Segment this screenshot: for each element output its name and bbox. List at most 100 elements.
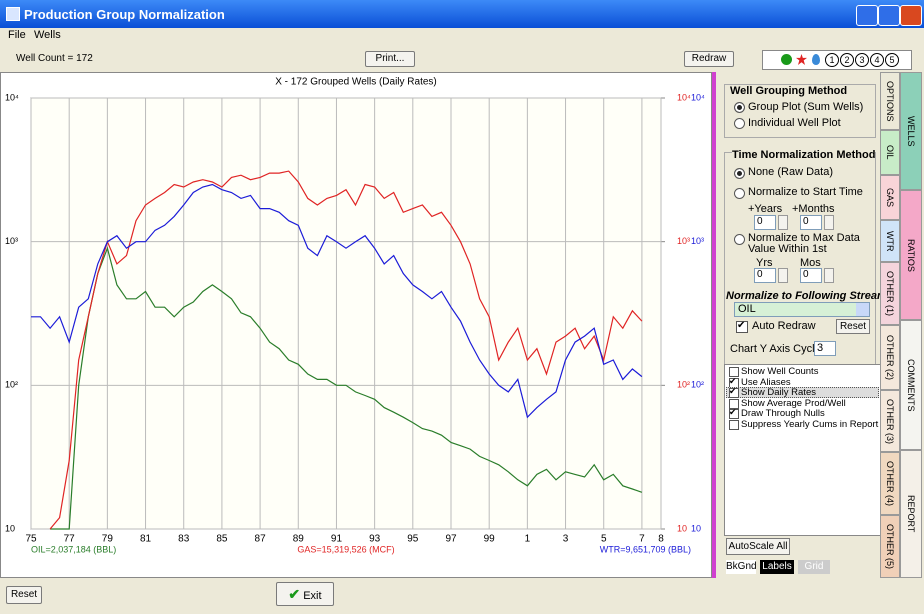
oil-icon[interactable] — [781, 54, 792, 65]
radio-button[interactable] — [734, 102, 745, 113]
tab[interactable]: WELLS — [900, 72, 922, 190]
checkbox[interactable] — [729, 388, 739, 398]
tab[interactable]: OIL — [880, 130, 900, 175]
spin-box[interactable]: 0 — [754, 268, 776, 283]
checkbox[interactable] — [736, 321, 748, 333]
stream-button[interactable]: 4 — [870, 53, 884, 67]
spin-box[interactable]: 0 — [800, 268, 822, 283]
radio-button[interactable] — [734, 234, 745, 245]
autoscale-button[interactable]: AutoScale All — [726, 538, 790, 555]
x-tick-label: 1 — [525, 534, 531, 545]
checkbox[interactable] — [729, 398, 739, 409]
close-button[interactable] — [900, 5, 922, 26]
checkbox[interactable] — [729, 367, 739, 377]
tab[interactable]: OTHER (5) — [880, 515, 900, 578]
tab[interactable]: WTR — [880, 220, 900, 262]
spin-caption: +Years — [748, 203, 783, 215]
tab[interactable]: COMMENTS — [900, 320, 922, 450]
legend-label: GAS=15,319,526 (MCF) — [297, 544, 394, 554]
stream-button[interactable]: 3 — [855, 53, 869, 67]
dropdown-arrow[interactable] — [856, 303, 869, 316]
checkbox-label: Auto Redraw — [752, 320, 816, 332]
checkbox[interactable] — [729, 419, 739, 430]
y2-tick-label: 10 — [691, 523, 701, 533]
radio-button[interactable] — [734, 168, 745, 179]
check-icon: ✔ — [288, 586, 301, 602]
check-mark: ✔ — [737, 320, 746, 331]
x-tick-label: 75 — [25, 534, 37, 545]
exit-label: Exit — [303, 590, 322, 602]
menu-bar: File Wells — [0, 28, 924, 42]
redraw-button[interactable]: Redraw — [684, 51, 734, 67]
tab[interactable]: OPTIONS — [880, 72, 900, 130]
check-mark: ✔ — [729, 407, 737, 417]
radio-button[interactable] — [734, 188, 745, 199]
print-button[interactable]: Print... — [365, 51, 415, 67]
spin-arrows[interactable] — [778, 268, 788, 283]
x-tick-label: 87 — [255, 534, 267, 545]
y2-tick-label: 10⁴ — [677, 92, 691, 102]
reset-button[interactable]: Reset — [6, 586, 42, 604]
spin-box[interactable]: 0 — [754, 215, 776, 230]
window-title: Production Group Normalization — [24, 7, 225, 22]
spin-arrows[interactable] — [824, 215, 834, 230]
series-line — [50, 246, 643, 530]
tab[interactable]: OTHER (2) — [880, 325, 900, 390]
tab-strip: OPTIONS OIL GAS WTR OTHER (1) OTHER (2) OTHER … — [880, 72, 924, 578]
x-tick-label: 79 — [102, 534, 114, 545]
group-title: Well Grouping Method — [730, 85, 848, 97]
tab[interactable]: OTHER (3) — [880, 390, 900, 452]
stream-button[interactable]: 2 — [840, 53, 854, 67]
bkgnd-button[interactable]: BkGnd — [726, 560, 757, 574]
well-count: Well Count = 172 — [16, 53, 93, 64]
stream-select[interactable]: OIL — [734, 302, 870, 317]
reset-button[interactable]: Reset — [836, 319, 870, 334]
spin-arrows[interactable] — [778, 215, 788, 230]
labels-button[interactable]: Labels — [760, 560, 794, 574]
spin-arrows[interactable] — [824, 268, 834, 283]
checkbox-label: Show Well Counts — [741, 366, 819, 377]
checkbox-label: Use Aliases — [741, 376, 791, 388]
y-tick-label: 10 — [5, 523, 15, 533]
menu-item[interactable]: Wells — [34, 29, 61, 41]
tab[interactable]: REPORT — [900, 450, 922, 578]
maximize-button[interactable] — [878, 5, 900, 26]
tab[interactable]: RATIOS — [900, 190, 922, 320]
stream-button[interactable]: 5 — [885, 53, 899, 67]
grid-button[interactable]: Grid — [798, 560, 830, 574]
x-tick-label: 99 — [484, 534, 496, 545]
tab[interactable]: OTHER (4) — [880, 452, 900, 515]
checkbox[interactable] — [729, 409, 739, 419]
checkbox-label: Suppress Yearly Cums in Report — [741, 418, 879, 430]
cycles-select[interactable]: 3 — [814, 341, 836, 356]
legend-label: WTR=9,651,709 (BBL) — [600, 544, 691, 554]
x-tick-label: 7 — [639, 534, 645, 545]
x-tick-label: 91 — [331, 534, 343, 545]
x-tick-label: 97 — [445, 534, 457, 545]
radio-button[interactable] — [734, 118, 745, 129]
menu-item[interactable]: File — [8, 29, 26, 41]
gas-icon[interactable] — [796, 54, 807, 65]
water-icon[interactable] — [812, 54, 820, 65]
stream-button[interactable]: 1 — [825, 53, 839, 67]
checkbox-label: Show Daily Rates — [741, 387, 816, 398]
check-mark: ✔ — [729, 386, 737, 396]
tab[interactable]: GAS — [880, 175, 900, 220]
tab[interactable]: OTHER (1) — [880, 262, 900, 325]
checkbox-label: Draw Through Nulls — [741, 408, 825, 419]
spin-box[interactable]: 0 — [800, 215, 822, 230]
divider — [712, 72, 716, 578]
minimize-button[interactable] — [856, 5, 878, 26]
y2-tick-label: 10 — [677, 523, 687, 533]
chart: X - 172 Grouped Wells (Daily Rates) 10 10… — [5, 77, 705, 555]
x-tick-label: 85 — [216, 534, 228, 545]
y2-tick-label: 10² — [691, 380, 704, 390]
y2-tick-label: 10³ — [677, 236, 690, 246]
options-panel: Well Grouping Method Group Plot (Sum Well… — [716, 72, 887, 578]
exit-button[interactable]: ✔ Exit — [276, 582, 334, 606]
x-tick-label: 77 — [64, 534, 76, 545]
series-line — [31, 183, 643, 419]
spin-caption: Mos — [800, 257, 821, 269]
x-tick-label: 95 — [407, 534, 419, 545]
